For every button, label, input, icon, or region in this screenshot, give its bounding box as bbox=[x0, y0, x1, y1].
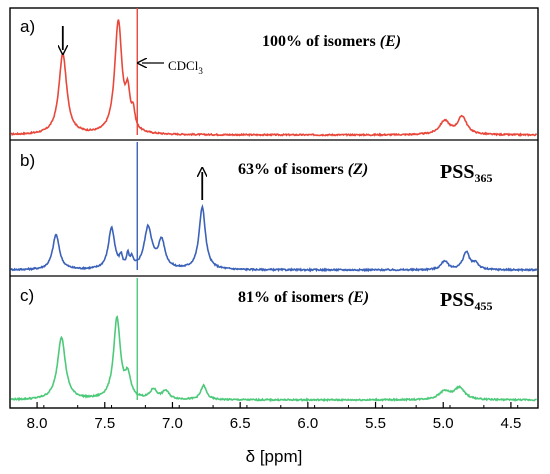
annotation-c-prefix: 81% of isomers bbox=[238, 289, 348, 306]
annotation-a-prefix: 100% of isomers bbox=[262, 33, 380, 50]
spectrum-line-a bbox=[10, 19, 538, 138]
annotation-c-isomer: (E) bbox=[348, 289, 369, 306]
solvent-label: CDCl3 bbox=[168, 58, 203, 76]
pss-label-c-main: PSS bbox=[440, 289, 474, 311]
annotation-a: 100% of isomers (E) bbox=[262, 33, 401, 50]
pss-label-c: PSS455 bbox=[440, 289, 492, 313]
solvent-label-sub: 3 bbox=[198, 66, 203, 76]
panel-c: c) 81% of isomers (E) PSS455 bbox=[10, 278, 537, 403]
pss-label-b-sub: 365 bbox=[474, 171, 492, 185]
panel-letter-b: b) bbox=[20, 151, 35, 170]
annotation-c: 81% of isomers (E) bbox=[238, 289, 369, 306]
x-tick-label: 6.5 bbox=[230, 415, 251, 432]
x-tick-label: 4.5 bbox=[500, 415, 521, 432]
spectrum-line-c bbox=[10, 315, 537, 403]
annotation-b-isomer: (Z) bbox=[348, 161, 368, 178]
plot-frame bbox=[9, 7, 539, 409]
panel-letter-a: a) bbox=[20, 17, 35, 36]
annotation-b-prefix: 63% of isomers bbox=[238, 161, 348, 178]
spectrum-line-b bbox=[10, 203, 538, 273]
pss-label-c-sub: 455 bbox=[474, 299, 492, 313]
panel-letter-c: c) bbox=[20, 286, 34, 305]
solvent-label-main: CDCl bbox=[168, 58, 199, 73]
pss-label-b-main: PSS bbox=[440, 161, 474, 183]
x-tick-label: 7.0 bbox=[162, 415, 183, 432]
x-tick-label: 5.5 bbox=[365, 415, 386, 432]
panel-a: a) 100% of isomers (E) CDCl3 bbox=[10, 8, 538, 138]
annotation-b: 63% of isomers (Z) bbox=[238, 161, 368, 178]
x-tick-label: 5.0 bbox=[433, 415, 454, 432]
x-axis: 8.0 7.5 7.0 6.5 6.0 5.5 5.0 4.5 bbox=[9, 402, 521, 432]
x-tick-label: 6.0 bbox=[297, 415, 318, 432]
annotation-a-isomer: (E) bbox=[380, 33, 401, 50]
x-axis-title: δ [ppm] bbox=[246, 447, 303, 466]
pss-label-b: PSS365 bbox=[440, 161, 492, 185]
x-tick-label: 7.5 bbox=[94, 415, 115, 432]
x-tick-label: 8.0 bbox=[27, 415, 48, 432]
panel-b: b) 63% of isomers (Z) PSS365 bbox=[10, 142, 538, 273]
